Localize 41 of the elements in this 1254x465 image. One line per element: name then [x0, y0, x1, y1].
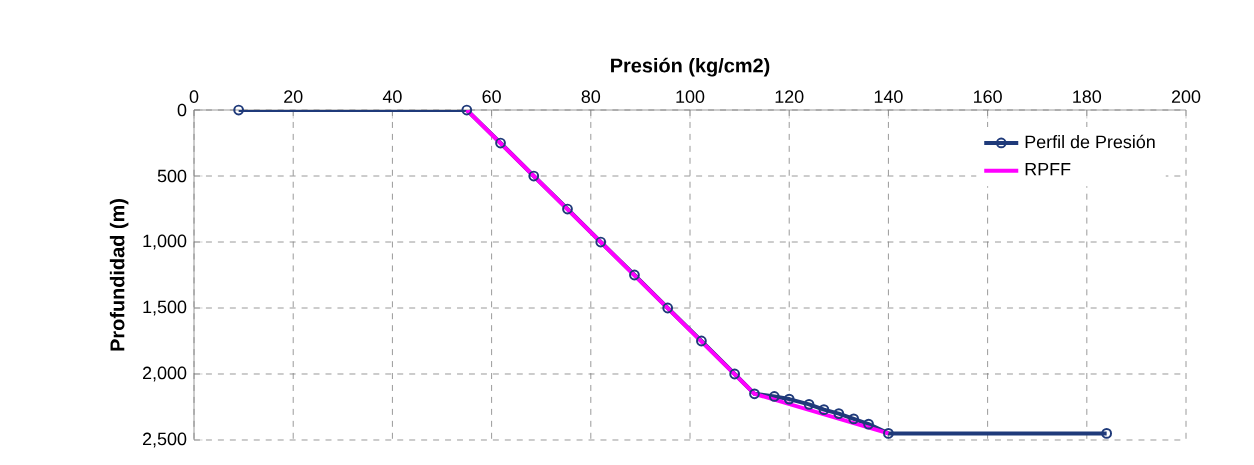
- x-tick-label: 0: [189, 90, 199, 103]
- x-tick-label: 120: [775, 90, 804, 103]
- x-tick-label: 200: [1171, 90, 1201, 103]
- point: [863, 418, 874, 430]
- y-tick-label: 1,000: [143, 234, 187, 250]
- y-tick-label: 2,500: [142, 432, 187, 448]
- point: [883, 428, 894, 439]
- point: [729, 368, 741, 380]
- point: [696, 335, 707, 347]
- x-tick-label: 160: [974, 90, 1002, 103]
- point: [629, 269, 640, 281]
- point: [833, 408, 845, 419]
- y-tick-label: 2,000: [142, 366, 187, 382]
- x-tick-label: 140: [874, 90, 903, 103]
- x-axis-title: Presión (kg/cm2): [611, 57, 770, 77]
- point: [233, 104, 245, 116]
- point: [528, 170, 540, 182]
- point: [562, 203, 573, 215]
- x-tick-label: 20: [284, 90, 303, 103]
- x-tick-label: 40: [382, 90, 402, 103]
- x-tick-label: 180: [1073, 90, 1102, 103]
- point: [461, 104, 473, 116]
- point: [848, 413, 860, 425]
- y-axis-title: Profundidad (m): [109, 199, 129, 351]
- x-tick-label: 80: [581, 90, 601, 103]
- x-tick-label: 60: [482, 90, 501, 103]
- y-tick-label: 0: [177, 103, 187, 117]
- point: [803, 398, 815, 410]
- y-tick-label: 1,500: [143, 300, 187, 316]
- point: [595, 236, 607, 248]
- point: [783, 393, 795, 405]
- point: [818, 404, 830, 416]
- legend-label: Perfil de Presión: [1025, 134, 1155, 149]
- legend-label: RPFF: [1025, 163, 1071, 176]
- x-tick-label: 100: [676, 90, 705, 103]
- point: [662, 302, 674, 314]
- point: [768, 391, 780, 402]
- y-tick-label: 500: [157, 169, 187, 183]
- point: [749, 388, 760, 400]
- point: [495, 137, 506, 149]
- point: [1101, 428, 1113, 439]
